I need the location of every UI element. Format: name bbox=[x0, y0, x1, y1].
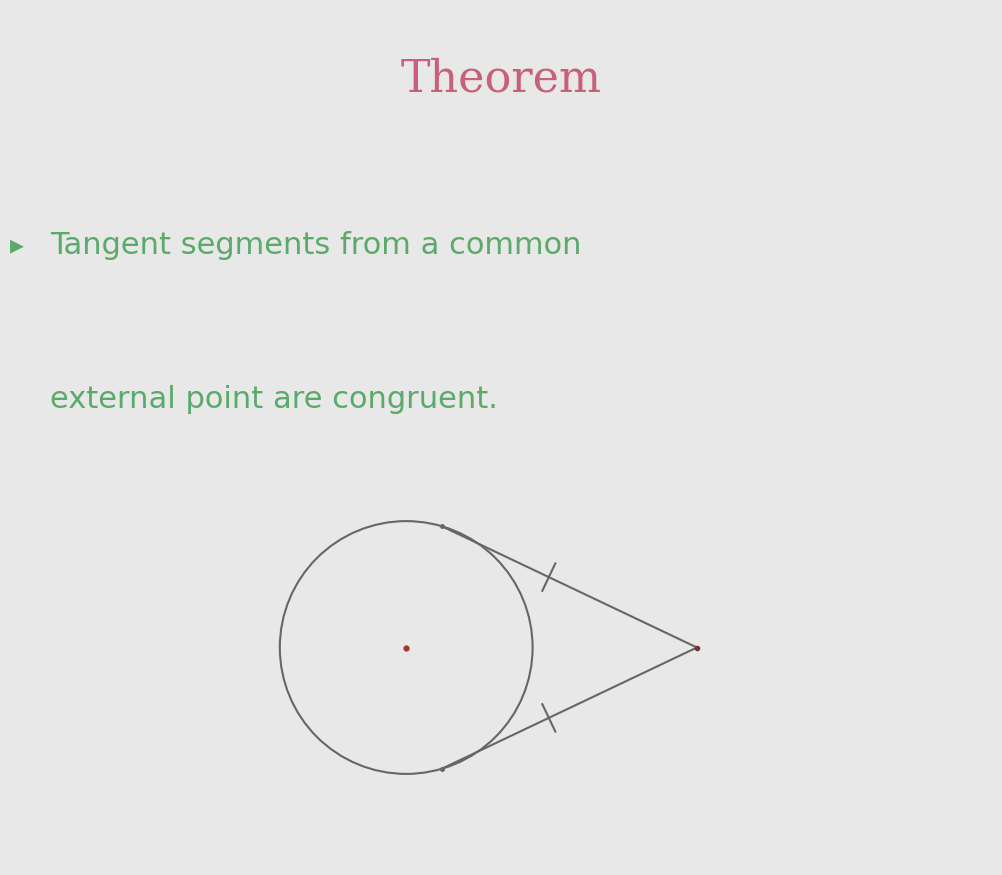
Text: ▸: ▸ bbox=[10, 231, 24, 259]
Text: external point are congruent.: external point are congruent. bbox=[50, 385, 498, 414]
Text: Theorem: Theorem bbox=[401, 58, 601, 101]
Text: Tangent segments from a common: Tangent segments from a common bbox=[50, 231, 581, 260]
